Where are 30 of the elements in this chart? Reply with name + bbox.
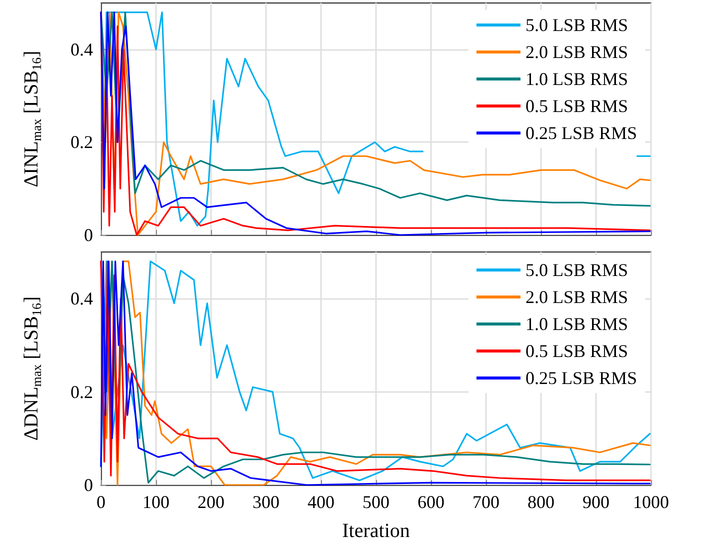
y-tick-label: 0.4 (70, 39, 93, 60)
y-axis-title: ΔINLmax [LSB16] (20, 50, 44, 188)
legend-label: 2.0 LSB RMS (525, 42, 628, 62)
legend-label: 5.0 LSB RMS (525, 260, 628, 280)
x-tick-label: 600 (418, 492, 444, 512)
x-tick-label: 100 (142, 492, 170, 512)
y-axis-title: ΔDNLmax [LSB16] (20, 296, 44, 441)
legend-label: 1.0 LSB RMS (525, 314, 628, 334)
x-tick-label: 200 (198, 492, 224, 512)
x-axis-title: Iteration (342, 520, 410, 542)
legend-label: 1.0 LSB RMS (525, 69, 628, 89)
x-tick-label: 700 (472, 492, 500, 512)
legend-label: 2.0 LSB RMS (525, 287, 628, 307)
x-tick-label: 0 (96, 492, 106, 512)
legend-label: 5.0 LSB RMS (525, 15, 628, 35)
legend-label: 0.25 LSB RMS (525, 368, 638, 388)
x-tick-label: 800 (528, 492, 554, 512)
x-tick-label: 300 (252, 492, 280, 512)
legend-label: 0.5 LSB RMS (525, 341, 628, 361)
y-tick-label: 0.2 (70, 382, 93, 402)
legend-label: 0.5 LSB RMS (525, 96, 628, 116)
x-tick-label: 400 (308, 492, 334, 512)
y-tick-label: 0.2 (70, 132, 93, 152)
x-tick-label: 900 (582, 492, 610, 512)
legend-label: 0.25 LSB RMS (525, 123, 638, 143)
y-tick-label: 0 (84, 475, 93, 495)
y-tick-label: 0.4 (70, 288, 93, 309)
x-tick-label: 500 (362, 492, 390, 512)
x-tick-label: 1000 (633, 492, 669, 512)
y-tick-label: 0 (84, 225, 93, 245)
